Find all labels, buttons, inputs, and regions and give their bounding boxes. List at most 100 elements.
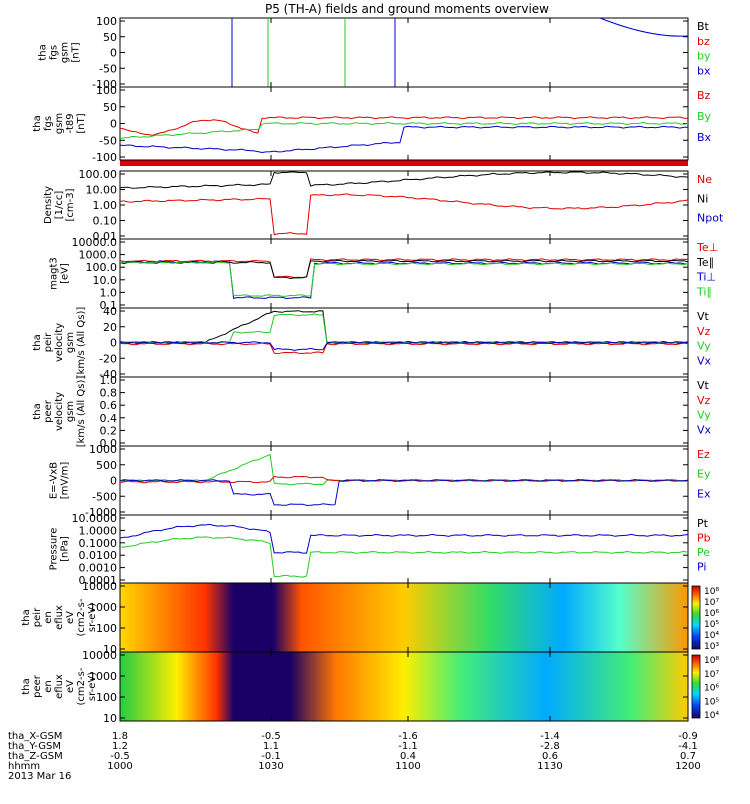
y-tick-label: 100 xyxy=(96,15,117,28)
y-tick-label: 1000 xyxy=(89,601,117,614)
y-axis-label-line: Pressure xyxy=(49,528,60,571)
y-axis-label-line: -t89 xyxy=(65,113,76,133)
y-tick-label: 100.0 xyxy=(86,261,118,274)
y-axis-label-line: (cm2-s- xyxy=(76,598,87,636)
legend-entry: Te⊥ xyxy=(696,241,718,254)
y-tick-label: 10000.0 xyxy=(72,236,118,249)
y-axis-label-line: [km/s (All Qs)] xyxy=(76,376,87,448)
y-tick-label: 0 xyxy=(110,337,117,350)
colorbar-label: 10⁶ xyxy=(704,609,719,619)
y-axis-label-line: [nPa] xyxy=(60,536,71,562)
y-axis-label-line: gsm xyxy=(54,113,65,134)
panel-stack: 100500-50-100thafgsgsm[nT]Btbzbybx100500… xyxy=(21,15,724,725)
footer-time-value: 1130 xyxy=(537,761,562,772)
panel-9: 10⁸10⁷10⁶10⁵10⁴10³10000100010010thapeire… xyxy=(21,580,719,656)
y-axis-label-line: [nT] xyxy=(71,42,82,62)
vz-trace xyxy=(119,342,689,355)
y-tick-label: 0.0100 xyxy=(79,549,118,562)
y-tick-label: 1000 xyxy=(89,670,117,683)
y-tick-label: 0.0010 xyxy=(79,562,118,575)
spectrogram xyxy=(120,652,688,721)
legend-entry: Bt xyxy=(697,20,710,33)
y-tick-label: 10000 xyxy=(82,580,117,593)
legend-entry: Vy xyxy=(697,409,711,422)
footer-z-value: 0.6 xyxy=(542,751,558,762)
y-tick-label: 1.00 xyxy=(93,199,118,212)
y-tick-label: 0.8 xyxy=(100,387,118,400)
colorbar-label: 10⁸ xyxy=(704,587,719,597)
y-tick-label: 0.4 xyxy=(100,412,118,425)
footer-ephemeris: tha_X-GSM tha_Y-GSM tha_Z-GSM hhmm 2013 … xyxy=(8,731,701,782)
footer-row-label: tha_Y-GSM xyxy=(8,741,61,752)
y-tick-label: 0.1000 xyxy=(79,537,118,550)
footer-x-value: -1.6 xyxy=(398,731,418,742)
y-axis-label: magt3[eV] xyxy=(49,257,71,290)
pi-trace xyxy=(119,523,689,554)
legend-entry: Vx xyxy=(697,354,712,367)
y-axis-label-line: [nT] xyxy=(76,113,87,133)
y-axis-label-line: eV xyxy=(65,680,76,693)
panel-6: 1.00.80.60.40.20.0 thapeervelocitygsm[km/… xyxy=(32,374,712,450)
y-axis-label-line: tha xyxy=(21,678,32,694)
footer-z-value: -0.1 xyxy=(261,751,281,762)
y-tick-label: 10.00 xyxy=(86,184,118,197)
y-axis-label-line: fgs xyxy=(43,116,54,131)
legend-entry: Vt xyxy=(697,310,710,323)
y-axis-label-line: tha xyxy=(32,403,43,419)
y-axis-label-line: peer xyxy=(32,674,43,698)
colorbar-label: 10⁷ xyxy=(704,598,719,608)
y-tick-label: 1.0000 xyxy=(79,524,118,537)
y-axis-label-line: velocity xyxy=(54,392,65,431)
footer-row-label: tha_X-GSM xyxy=(8,731,62,742)
legend-entry: Bz xyxy=(697,89,711,102)
y-axis-label: Density[1/cc][cm-3] xyxy=(43,186,76,224)
panel-10: 10⁸ 10⁷ 10⁶ 10⁵ 10⁴ 10000 1000 100 10 thapeerenef… xyxy=(21,649,719,725)
y-axis-label-line: eflux xyxy=(54,674,65,699)
y-axis-label-line: [km/s (All Qs)] xyxy=(76,307,87,379)
y-axis-label-line: en xyxy=(43,611,54,624)
colorbar xyxy=(691,654,701,719)
legend-entry: Vz xyxy=(697,394,711,407)
panel-frame xyxy=(119,170,689,240)
y-axis-label-line: peir xyxy=(32,607,43,627)
y-axis-label-line: (cm2-s- xyxy=(76,667,87,705)
footer-z-value: 0.4 xyxy=(400,751,416,762)
panel-3: 100.00 10.00 1.00 0.10 0.01 Density[1/cc][cm-… xyxy=(43,168,724,243)
y-tick-label: -100 xyxy=(92,151,117,164)
y-axis-label: thafgsgsm-t89[nT] xyxy=(32,113,87,134)
y-tick-label: -50 xyxy=(99,134,117,147)
y-tick-label: 1000 xyxy=(89,443,117,456)
y-tick-label: 0.6 xyxy=(100,399,118,412)
colorbar-label: 10⁴ xyxy=(704,711,719,721)
colorbar-label: 10⁴ xyxy=(704,631,719,641)
y-tick-label: 100.00 xyxy=(79,168,118,181)
y-tick-label: 0 xyxy=(110,47,117,60)
footer-time-value: 1000 xyxy=(107,761,132,772)
legend-entry: By xyxy=(697,110,712,123)
y-axis-label-line: [eV] xyxy=(60,263,71,284)
y-tick-label: 50 xyxy=(103,31,117,44)
vt-trace xyxy=(119,310,689,345)
y-tick-label: 0.1 xyxy=(100,299,118,312)
footer-y-value: 1.2 xyxy=(112,741,128,752)
y-tick-label: 100 xyxy=(96,622,117,635)
y-axis-label-line: Density xyxy=(43,186,54,224)
ex-trace xyxy=(119,478,689,506)
y-tick-label: 500 xyxy=(96,459,117,472)
pe-trace xyxy=(119,536,689,578)
y-axis-label-line: [cm-3] xyxy=(65,188,76,221)
y-axis-label-line: magt3 xyxy=(49,257,60,290)
legend-entry: Ni xyxy=(697,192,708,205)
footer-time-value: 1200 xyxy=(675,761,700,772)
y-axis-label-line: gsm xyxy=(65,401,76,422)
y-tick-label: 10.0 xyxy=(93,274,118,287)
colorbar-label: 10³ xyxy=(704,642,719,652)
y-tick-label: -50 xyxy=(99,62,117,75)
footer-z-value: -0.5 xyxy=(110,751,130,762)
y-tick-label: 40 xyxy=(103,305,117,318)
y-tick-label: 0.10 xyxy=(93,215,118,228)
y-axis-label-line: gsm xyxy=(65,332,76,353)
